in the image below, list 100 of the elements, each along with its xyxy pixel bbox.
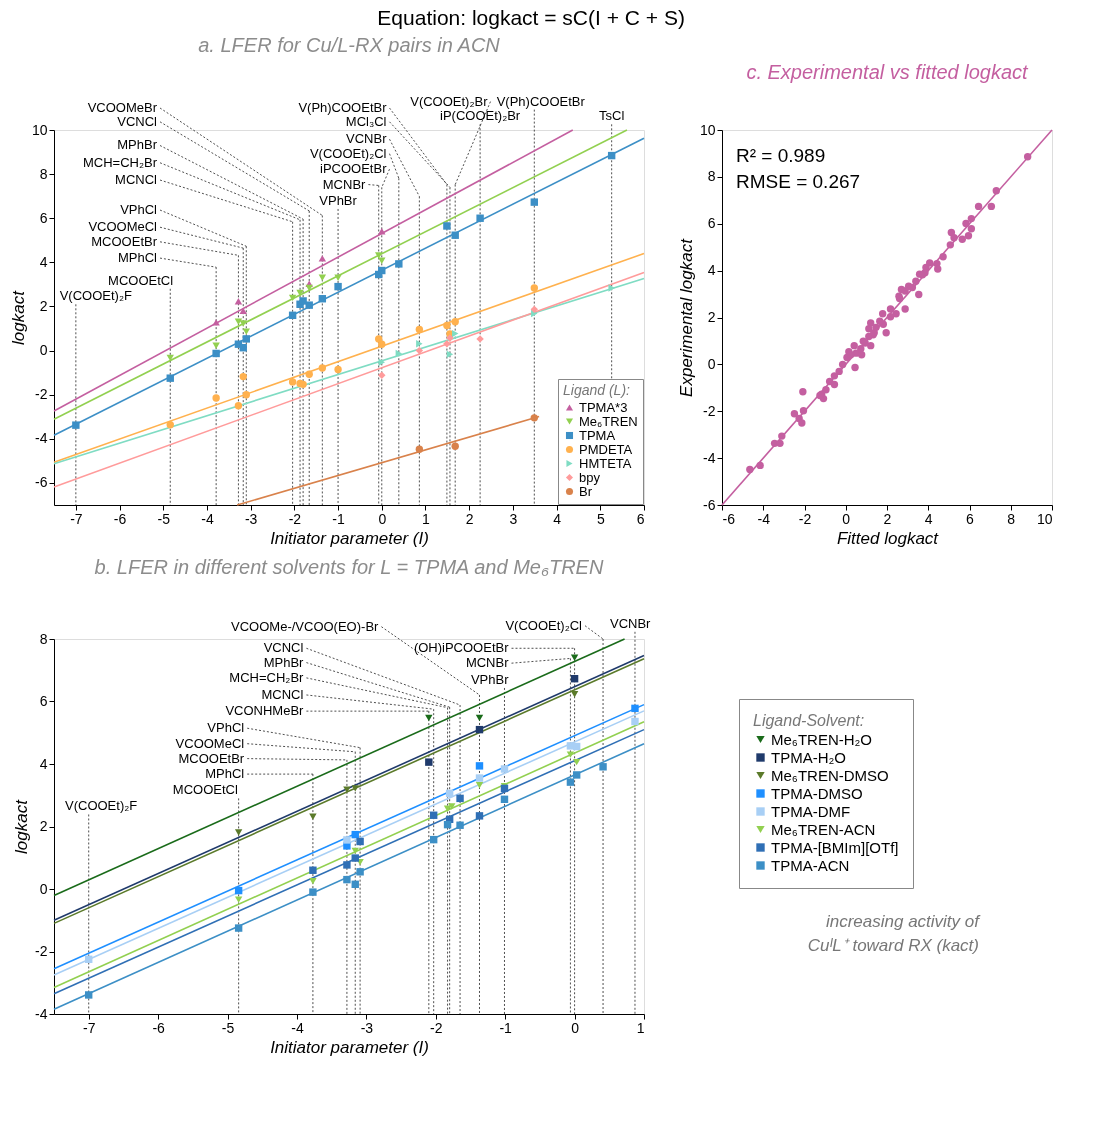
ref-line-label: iP(COOEt)₂Br bbox=[440, 108, 521, 124]
ref-line-label: MCOOEtBr bbox=[91, 233, 158, 249]
x-tick-label: 5 bbox=[596, 510, 605, 527]
x-tick-label: -1 bbox=[499, 1019, 513, 1036]
y-tick-label: 4 bbox=[39, 755, 48, 772]
y-tick-label: 8 bbox=[39, 165, 48, 182]
annotation: RMSE = 0.267 bbox=[736, 171, 861, 192]
y-tick-label: 8 bbox=[39, 630, 48, 647]
y-tick-label: 0 bbox=[39, 880, 48, 897]
ref-line-label: VCONHMeBr bbox=[225, 703, 305, 719]
x-tick-label: -7 bbox=[70, 510, 83, 527]
x-tick-label: -4 bbox=[201, 510, 214, 527]
ref-line-label: V(Ph)COOEtBr bbox=[298, 100, 388, 115]
x-tick-label: 4 bbox=[553, 510, 562, 527]
x-tick-label: 10 bbox=[1036, 510, 1053, 527]
y-tick-label: -2 bbox=[703, 402, 716, 419]
ref-line-label: VCNCl bbox=[117, 113, 158, 129]
text: Equation: logkact = sC(I + C + S) bbox=[377, 6, 685, 30]
chart-title: b. LFER in different solvents for L = TPMA and Me₆TREN bbox=[94, 555, 604, 578]
ref-line-label: MCNBr bbox=[465, 655, 510, 671]
x-tick-label: -1 bbox=[332, 510, 346, 527]
y-tick-label: 0 bbox=[39, 342, 48, 359]
chart-title: a. LFER for Cu/L-RX pairs in ACN bbox=[198, 33, 501, 56]
ref-line-label: iPCOOEtBr bbox=[320, 161, 388, 177]
y-tick-label: 2 bbox=[707, 309, 716, 325]
x-tick-label: 1 bbox=[422, 510, 431, 527]
legend-label: bpy bbox=[579, 469, 601, 485]
x-tick-label: 6 bbox=[966, 510, 975, 527]
y-axis-title: logkact bbox=[12, 798, 32, 854]
y-tick-label: -6 bbox=[703, 496, 716, 513]
y-tick-label: -4 bbox=[35, 430, 48, 447]
ref-line-label: V(COOEt)₂Cl bbox=[309, 145, 387, 161]
x-tick-label: -6 bbox=[152, 1019, 166, 1036]
y-tick-label: 6 bbox=[39, 209, 48, 226]
y-axis-title: Experimental logkact bbox=[676, 237, 696, 397]
x-tick-label: -6 bbox=[113, 510, 127, 527]
x-tick-label: -2 bbox=[430, 1019, 443, 1036]
x-tick-label: -5 bbox=[157, 510, 171, 527]
x-axis-title: Initiator parameter (I) bbox=[270, 528, 429, 548]
ref-line-label: VCNCl bbox=[263, 640, 304, 656]
y-tick-label: 0 bbox=[707, 355, 716, 372]
ref-line-label: MPhCl bbox=[205, 766, 245, 782]
ref-line-label: MCOOEtBr bbox=[178, 750, 245, 766]
x-tick-label: -6 bbox=[722, 510, 736, 527]
ref-line-label: VPhBr bbox=[319, 192, 358, 208]
legend-title: Ligand (L): bbox=[563, 382, 631, 398]
x-tick-label: 6 bbox=[636, 510, 645, 527]
ref-line-label: MPhBr bbox=[263, 654, 305, 670]
legend-label: TPMA-DMF bbox=[771, 802, 851, 820]
legend-title: Ligand-Solvent: bbox=[753, 712, 865, 729]
y-tick-label: -4 bbox=[35, 1005, 48, 1022]
y-tick-label: -2 bbox=[35, 943, 48, 959]
x-tick-label: 2 bbox=[883, 510, 892, 527]
ref-line-label: V(COOEt)₂F bbox=[64, 798, 138, 814]
y-tick-label: 6 bbox=[39, 693, 48, 709]
x-tick-label: -3 bbox=[360, 1019, 374, 1036]
x-tick-label: 2 bbox=[465, 510, 474, 527]
ref-line-label: MCl₃Cl bbox=[345, 113, 387, 129]
x-tick-label: -3 bbox=[244, 510, 258, 527]
y-tick-label: -4 bbox=[703, 449, 716, 466]
x-tick-label: 0 bbox=[378, 510, 387, 527]
ref-line-label: MCH=CH₂Br bbox=[82, 154, 158, 170]
ref-line-label: MCNCl bbox=[115, 172, 158, 188]
legend-label: TPMA-DMSO bbox=[771, 784, 863, 802]
x-tick-label: -4 bbox=[757, 510, 771, 527]
y-axis-title: logkact bbox=[8, 289, 28, 345]
y-tick-label: 2 bbox=[39, 818, 48, 834]
x-tick-label: 4 bbox=[924, 510, 933, 527]
x-tick-label: 3 bbox=[509, 510, 518, 527]
legend-label: Me₆TREN-H₂O bbox=[771, 730, 873, 748]
legend-label: TPMA-[BMIm][OTf] bbox=[771, 838, 899, 856]
x-axis-title: Fitted logkact bbox=[836, 528, 940, 548]
y-tick-label: -2 bbox=[35, 386, 48, 403]
x-tick-label: -7 bbox=[82, 1019, 96, 1036]
chart-title: c. Experimental vs fitted logkact bbox=[746, 61, 1030, 83]
ref-line-label: VCOOMeCl bbox=[175, 735, 245, 751]
legend-label: Me₆TREN bbox=[579, 413, 638, 429]
ref-line-label: MCNCl bbox=[261, 686, 304, 702]
x-axis-title: Initiator parameter (I) bbox=[270, 1037, 429, 1057]
x-tick-label: 0 bbox=[842, 510, 851, 527]
ref-line-label: VPhCl bbox=[120, 202, 158, 218]
legend-label: PMDETA bbox=[579, 441, 633, 457]
ref-line-label: V(COOEt)₂Br bbox=[410, 93, 489, 109]
legend-label: HMTETA bbox=[579, 455, 632, 471]
ref-line-label: MCOOEtCl bbox=[108, 272, 174, 288]
ref-line-label: V(COOEt)₂Cl bbox=[505, 617, 583, 633]
legend-label: TPMA bbox=[579, 427, 616, 443]
x-tick-label: -2 bbox=[798, 510, 812, 527]
ref-line-label: (OH)iPCOOEtBr bbox=[413, 640, 510, 656]
x-tick-label: 1 bbox=[636, 1019, 645, 1036]
ref-line-label: MPhBr bbox=[117, 137, 158, 153]
x-tick-label: -4 bbox=[291, 1019, 304, 1036]
ref-line-label: VCOOMeBr bbox=[87, 100, 158, 115]
ref-line-label: VCNBr bbox=[346, 131, 388, 147]
y-tick-label: 8 bbox=[707, 168, 716, 185]
y-tick-label: 10 bbox=[31, 121, 48, 138]
legend-label: TPMA-H₂O bbox=[771, 748, 846, 766]
y-tick-label: 4 bbox=[39, 253, 48, 270]
ref-line-label: VCNBr bbox=[610, 615, 652, 631]
ref-line-label: V(Ph)COOEtBr bbox=[496, 93, 586, 109]
